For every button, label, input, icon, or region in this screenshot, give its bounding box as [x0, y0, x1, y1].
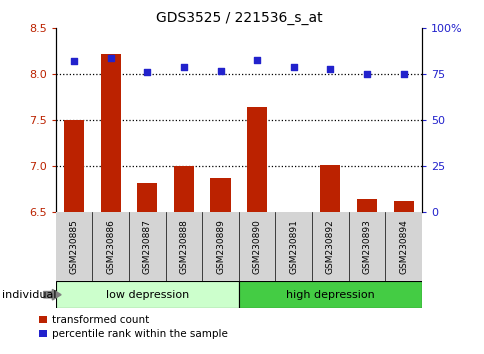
Point — [70, 59, 78, 64]
Bar — [173, 166, 194, 212]
Text: GSM230886: GSM230886 — [106, 219, 115, 274]
Text: GSM230890: GSM230890 — [252, 219, 261, 274]
Text: GSM230889: GSM230889 — [215, 219, 225, 274]
Bar — [356, 199, 377, 212]
Bar — [64, 120, 84, 212]
Point — [289, 64, 297, 70]
Text: GSM230894: GSM230894 — [398, 219, 408, 274]
Text: high depression: high depression — [286, 290, 374, 300]
Point — [216, 68, 224, 74]
Point — [106, 55, 114, 61]
Text: GSM230885: GSM230885 — [69, 219, 78, 274]
Text: GSM230892: GSM230892 — [325, 219, 334, 274]
Bar — [100, 54, 121, 212]
Text: GSM230891: GSM230891 — [288, 219, 298, 274]
Bar — [239, 281, 421, 308]
Bar — [137, 183, 157, 212]
Bar — [319, 165, 340, 212]
Point — [326, 66, 333, 72]
Point — [180, 64, 187, 70]
Text: GSM230893: GSM230893 — [362, 219, 371, 274]
Legend: transformed count, percentile rank within the sample: transformed count, percentile rank withi… — [37, 313, 230, 342]
Bar — [210, 178, 230, 212]
Point — [399, 72, 407, 77]
Bar — [56, 281, 239, 308]
Point — [253, 57, 260, 62]
Point — [143, 70, 151, 75]
Bar — [393, 201, 413, 212]
Point — [363, 72, 370, 77]
Title: GDS3525 / 221536_s_at: GDS3525 / 221536_s_at — [155, 11, 321, 24]
Text: low depression: low depression — [106, 290, 189, 300]
Text: GSM230888: GSM230888 — [179, 219, 188, 274]
Bar — [246, 107, 267, 212]
Text: GSM230887: GSM230887 — [142, 219, 151, 274]
Text: individual: individual — [2, 290, 57, 300]
